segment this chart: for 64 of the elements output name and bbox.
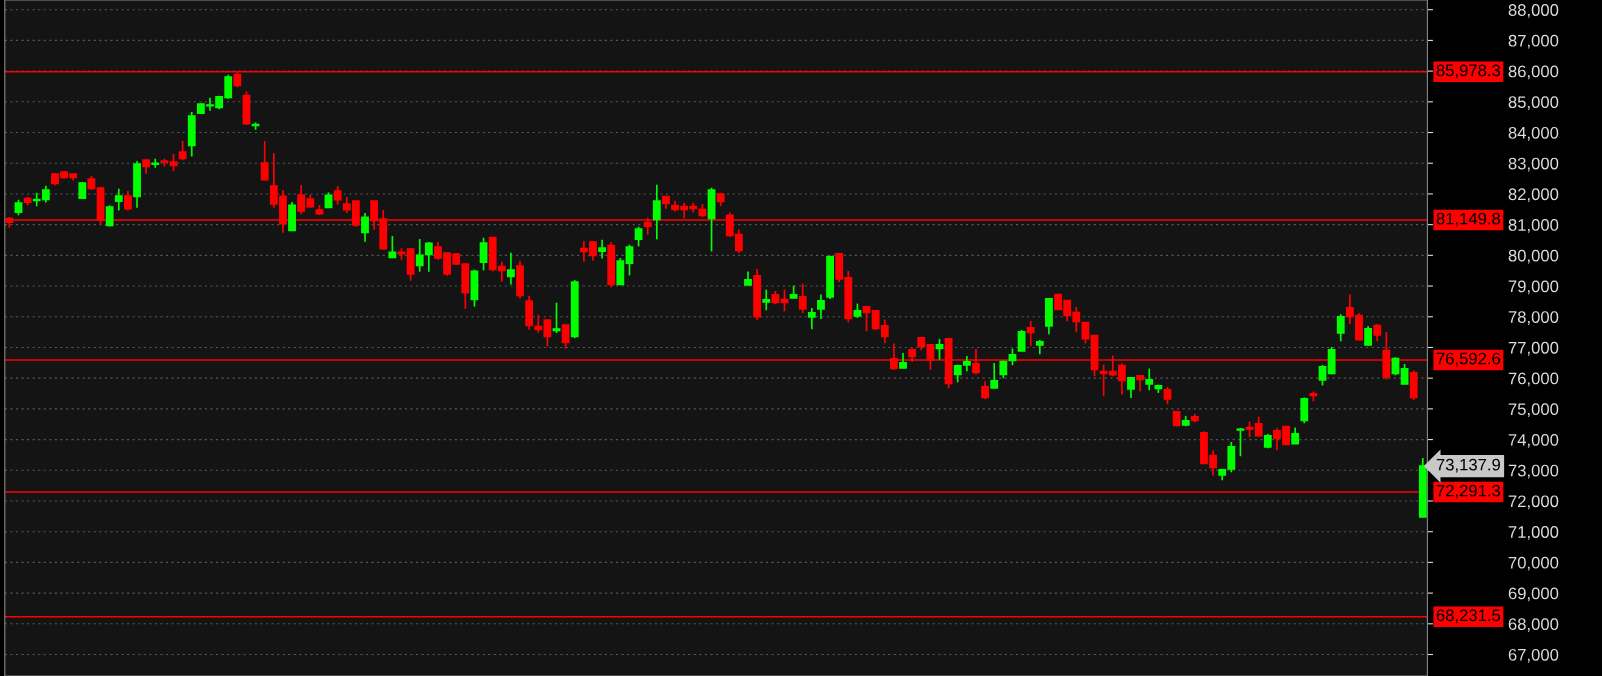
y-tick-label: 73,000: [1508, 464, 1559, 479]
y-tick-label: 79,000: [1508, 280, 1559, 295]
candlestick: [625, 243, 634, 277]
candlestick: [652, 183, 661, 241]
y-tick-label: 70,000: [1508, 556, 1559, 571]
y-tick-label: 82,000: [1508, 188, 1559, 203]
y-tick-label: 84,000: [1508, 126, 1559, 141]
y-tick-label: 72,000: [1508, 495, 1559, 510]
y-tick-label: 87,000: [1508, 34, 1559, 49]
y-tick-label: 86,000: [1508, 65, 1559, 80]
y-tick-label: 71,000: [1508, 526, 1559, 540]
y-tick-label: 85,000: [1508, 96, 1559, 110]
y-tick-label: 77,000: [1508, 341, 1559, 356]
candlestick: [1254, 415, 1263, 438]
y-tick-label: 76,000: [1508, 372, 1559, 387]
candlestick: [1327, 346, 1336, 376]
candlestick: [798, 282, 807, 315]
candlestick: [862, 305, 871, 333]
candlestick: [388, 235, 397, 259]
y-tick-label: 83,000: [1508, 157, 1559, 172]
candlestick: [1300, 396, 1309, 425]
y-tick-label: 74,000: [1508, 433, 1559, 448]
y-tick-label: 81,000: [1508, 219, 1559, 233]
y-tick-label: 75,000: [1508, 403, 1559, 418]
y-tick-label: 88,000: [1508, 4, 1559, 18]
candlestick: [807, 307, 816, 331]
candlestick: [507, 251, 515, 286]
candlestick: [361, 212, 369, 243]
candlestick: [1400, 363, 1409, 386]
candlestick: [634, 225, 643, 248]
y-tick-label: 68,000: [1508, 618, 1559, 632]
candlestick: [424, 241, 433, 273]
ref-line-label: 81,149.8: [1436, 212, 1501, 227]
y-tick-label: 69,000: [1508, 587, 1559, 602]
candlestick: [552, 301, 561, 334]
y-tick-label: 78,000: [1508, 311, 1559, 325]
candlestick: [415, 238, 424, 273]
candlestick: [616, 257, 625, 286]
y-tick-label: 67,000: [1508, 648, 1559, 663]
candlestick: [935, 338, 944, 361]
candlestick: [762, 288, 771, 312]
candlestick: [817, 293, 825, 320]
candlestick: [598, 238, 607, 260]
text: 73,137.9: [1436, 458, 1500, 473]
candlestick: [178, 140, 187, 162]
candlestick: [114, 187, 123, 212]
candlestick: [479, 236, 488, 272]
y-tick-label: 80,000: [1508, 249, 1559, 264]
ref-line-label: 68,231.5: [1436, 609, 1501, 624]
candlestick: [1017, 329, 1026, 353]
candlestick: [1026, 320, 1035, 348]
ref-line-label: 76,592.6: [1436, 352, 1501, 367]
ref-line-label: 85,978.3: [1436, 64, 1501, 79]
candlestick: [990, 362, 999, 390]
ref-line-label: 72,291.3: [1436, 484, 1501, 499]
candlestick: [260, 140, 269, 182]
candlestick: [1318, 364, 1327, 387]
candlestick: [1236, 427, 1245, 458]
candlestick: [1145, 367, 1154, 392]
candlestick: [1364, 325, 1373, 347]
candlestick: [1336, 313, 1345, 343]
candlestick: [1127, 376, 1135, 399]
candlestick: [333, 185, 342, 206]
candlestick: [561, 323, 570, 350]
